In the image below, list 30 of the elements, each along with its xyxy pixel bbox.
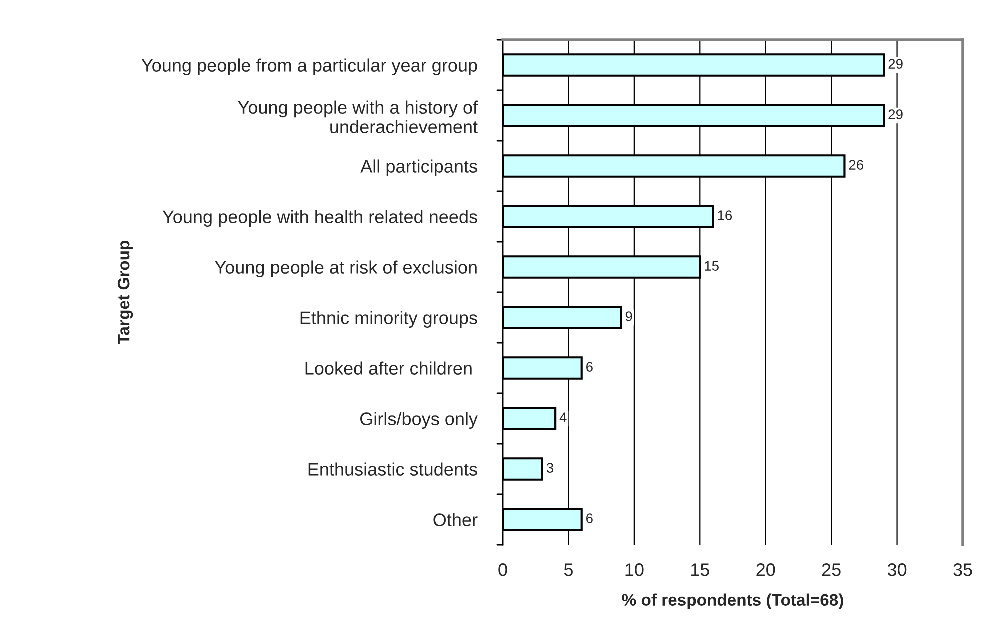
x-tick-label: 25: [822, 564, 841, 576]
data-label: 6: [586, 514, 593, 524]
y-tick-label: Young people at risk of exclusion: [215, 260, 477, 278]
x-tick-label: 0: [498, 564, 508, 576]
x-tick-label: 10: [626, 564, 644, 576]
data-label: 9: [626, 312, 632, 322]
data-label: 3: [546, 463, 554, 473]
y-tick-label: Looked after children: [306, 362, 472, 375]
y-axis-title: Target Group: [118, 241, 134, 344]
x-tick-label: 15: [691, 564, 710, 576]
y-tick-label: Ethnic minority groups: [300, 311, 478, 328]
data-label: 29: [888, 59, 903, 69]
x-tick-label: 5: [564, 564, 573, 576]
y-tick-label: Other: [434, 513, 478, 526]
x-axis-title: % of respondents (Total=68): [622, 594, 844, 610]
data-label: 26: [849, 160, 864, 170]
x-tick-label: 30: [888, 564, 907, 576]
y-tick-label: Girls/boys only: [360, 412, 478, 430]
x-tick-label: 35: [954, 564, 972, 576]
data-label: 16: [718, 210, 732, 220]
y-tick-label: Young people with a history of underachievement: [238, 100, 478, 134]
data-label: 6: [586, 362, 593, 372]
data-label: 15: [705, 261, 719, 271]
y-tick-label: All participants: [360, 160, 478, 177]
data-label: 4: [560, 412, 567, 422]
y-tick-label: Enthusiastic students: [308, 462, 478, 476]
y-tick-label: Young people with health related needs: [162, 210, 478, 228]
y-tick-label: Young people from a particular year group: [142, 58, 478, 76]
x-tick-label: 20: [756, 564, 776, 576]
data-label: 29: [888, 110, 903, 120]
